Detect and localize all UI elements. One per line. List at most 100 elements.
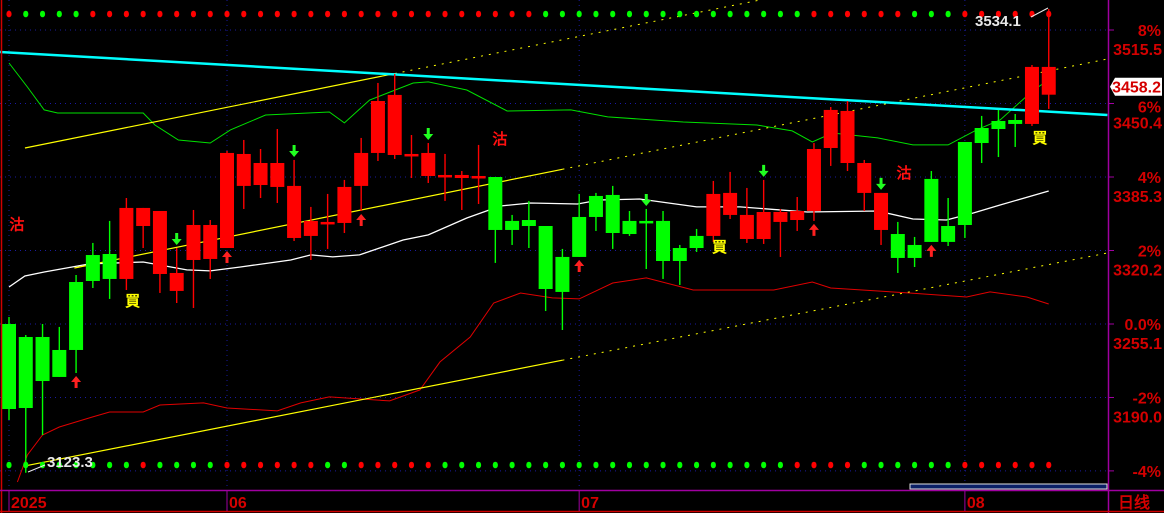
- candle[interactable]: [337, 179, 352, 234]
- candle-body: [85, 255, 100, 281]
- candle[interactable]: [69, 275, 84, 374]
- candle[interactable]: [723, 171, 738, 220]
- signal-dot: [1046, 461, 1052, 469]
- candle[interactable]: [974, 115, 989, 164]
- scrollbar-thumb[interactable]: [909, 483, 1108, 490]
- candle[interactable]: [555, 248, 570, 330]
- candle[interactable]: [102, 220, 117, 299]
- candle[interactable]: [404, 135, 419, 179]
- up-arrow-icon: [356, 213, 367, 226]
- candle[interactable]: [572, 193, 587, 257]
- candle[interactable]: [806, 143, 821, 221]
- signal-dot: [828, 461, 834, 469]
- candle[interactable]: [907, 236, 922, 267]
- signal-dot: [325, 461, 331, 469]
- candle[interactable]: [1008, 114, 1023, 147]
- candle[interactable]: [488, 177, 503, 263]
- up-arrow-icon: [71, 376, 82, 389]
- candle-body: [974, 128, 989, 144]
- signal-dot: [643, 10, 649, 18]
- candle[interactable]: [823, 107, 838, 166]
- candle[interactable]: [588, 192, 603, 231]
- candle[interactable]: [35, 324, 50, 435]
- candle[interactable]: [924, 171, 939, 242]
- candle[interactable]: [471, 144, 486, 204]
- candle[interactable]: [52, 326, 67, 377]
- candle[interactable]: [354, 137, 369, 211]
- period-label[interactable]: 日线: [1118, 493, 1150, 512]
- candle-body: [220, 152, 235, 249]
- candle[interactable]: [169, 248, 184, 304]
- candle[interactable]: [505, 214, 520, 245]
- signal-dot: [777, 10, 784, 18]
- candle-body: [471, 175, 486, 179]
- signal-dot: [90, 461, 96, 469]
- candle[interactable]: [538, 226, 553, 312]
- candles[interactable]: [2, 8, 1056, 473]
- candle[interactable]: [790, 196, 805, 231]
- cyan-trend-line: [0, 50, 1108, 117]
- candle[interactable]: [387, 73, 402, 159]
- candle[interactable]: [874, 192, 889, 245]
- candle[interactable]: [18, 334, 33, 473]
- candle[interactable]: [991, 109, 1006, 158]
- candle[interactable]: [706, 180, 721, 242]
- candle-body: [857, 163, 872, 193]
- candle[interactable]: [689, 228, 704, 252]
- candle[interactable]: [203, 220, 218, 279]
- candle[interactable]: [370, 82, 385, 161]
- candle[interactable]: [119, 198, 134, 291]
- moving-average-line: [8, 190, 1049, 288]
- candle[interactable]: [186, 209, 201, 308]
- candle[interactable]: [639, 208, 654, 270]
- signal-dot: [593, 461, 599, 469]
- signal-dot: [459, 461, 465, 469]
- candle[interactable]: [270, 129, 285, 203]
- candle[interactable]: [85, 242, 100, 288]
- candle[interactable]: [622, 210, 637, 236]
- candle[interactable]: [287, 159, 302, 242]
- candle[interactable]: [152, 210, 167, 293]
- candle[interactable]: [890, 221, 905, 273]
- candle[interactable]: [672, 244, 687, 285]
- candle[interactable]: [521, 200, 536, 249]
- candle[interactable]: [438, 153, 453, 201]
- candle[interactable]: [236, 139, 251, 209]
- down-arrow-icon: [876, 177, 887, 190]
- candle[interactable]: [756, 179, 771, 244]
- candle-body: [756, 212, 771, 239]
- candle[interactable]: [320, 193, 335, 249]
- candle[interactable]: [2, 317, 16, 420]
- candle[interactable]: [957, 142, 972, 238]
- candle[interactable]: [941, 198, 956, 246]
- candle[interactable]: [253, 149, 268, 199]
- signal-dot: [761, 10, 767, 18]
- candle[interactable]: [136, 207, 151, 249]
- sell-signal-label: 沽: [492, 130, 507, 148]
- signal-dot: [576, 461, 582, 469]
- candle-body: [823, 109, 838, 148]
- candle[interactable]: [454, 171, 469, 210]
- candle[interactable]: [857, 159, 872, 211]
- y-tick-price: 3450.4: [1113, 116, 1162, 133]
- signal-dot: [526, 10, 532, 18]
- candle[interactable]: [1041, 8, 1056, 109]
- signal-dot: [56, 10, 62, 18]
- candle[interactable]: [656, 210, 671, 279]
- candle[interactable]: [840, 101, 855, 172]
- lower-band-line: [16, 277, 1049, 483]
- candle-body: [1024, 66, 1039, 124]
- signal-dot: [358, 461, 364, 469]
- signal-dot: [224, 10, 230, 18]
- candle[interactable]: [303, 206, 318, 260]
- candle[interactable]: [605, 185, 620, 249]
- candle[interactable]: [1024, 64, 1039, 126]
- candle[interactable]: [220, 150, 235, 249]
- candle[interactable]: [739, 187, 754, 243]
- candle-body: [102, 254, 117, 279]
- x-tick-label: 07: [581, 495, 599, 512]
- candle[interactable]: [773, 208, 788, 257]
- candle[interactable]: [421, 143, 436, 183]
